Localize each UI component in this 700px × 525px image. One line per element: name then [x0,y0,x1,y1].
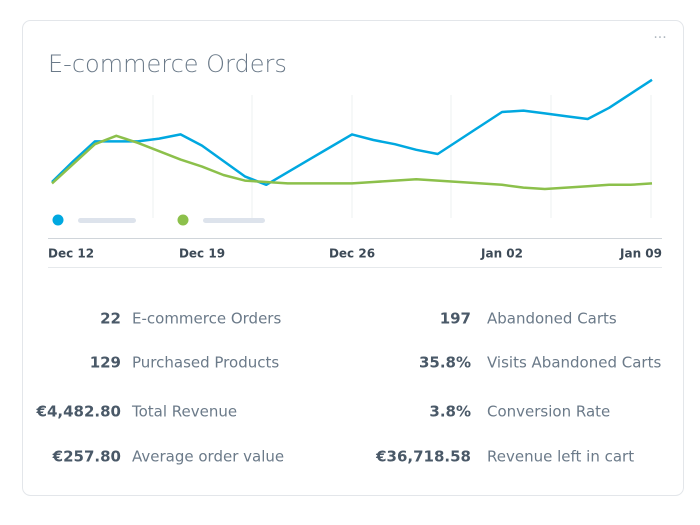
metric-label: Revenue left in cart [487,448,634,466]
metric-label: Visits Abandoned Carts [487,354,661,372]
metric-label: E-commerce Orders [132,310,281,328]
metric-value: 129 [90,354,121,372]
metric-value: 197 [440,310,471,328]
metric-value: 22 [100,310,121,328]
menu-dots[interactable]: ··· [653,30,666,46]
metric-value: €4,482.80 [36,403,121,421]
metric-label: Total Revenue [131,403,237,421]
x-tick-label: Dec 26 [329,247,375,261]
metric-label: Average order value [132,448,284,466]
x-tick-label: Dec 12 [48,247,94,261]
legend-placeholder [203,218,265,223]
x-tick-label: Jan 02 [480,247,523,261]
legend-dot [177,214,189,226]
metric-value: €36,718.58 [375,448,471,466]
metric-value: 35.8% [419,354,471,372]
metric-label: Purchased Products [132,354,279,372]
series-line [51,134,653,191]
metric-label: Conversion Rate [487,403,610,421]
widget-title: E-commerce Orders [48,50,287,78]
x-tick-label: Jan 09 [619,247,662,261]
legend-placeholder [78,218,136,223]
metric-value: €257.80 [52,448,121,466]
legend-dot [52,214,64,226]
metric-value: 3.8% [429,403,471,421]
series-line [51,78,653,187]
x-tick-label: Dec 19 [179,247,225,261]
grid [152,95,652,218]
metric-label: Abandoned Carts [487,310,617,328]
